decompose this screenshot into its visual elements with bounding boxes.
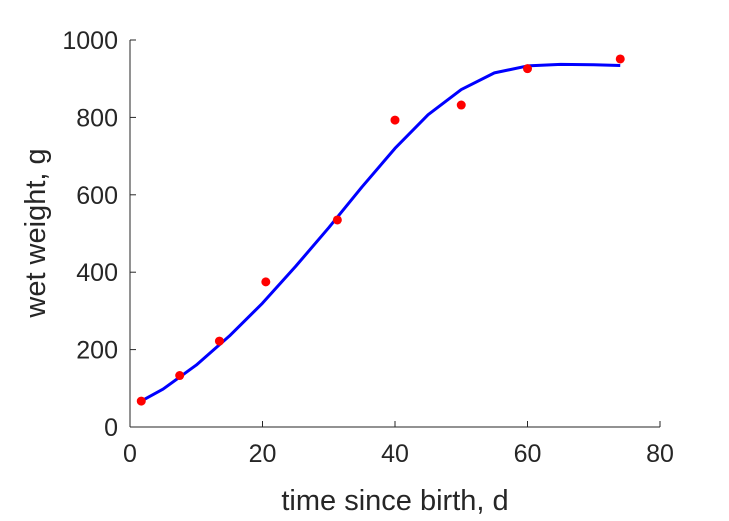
data-point [456, 100, 466, 110]
y-tick-label: 1000 [62, 27, 118, 55]
x-tick-label: 0 [123, 440, 137, 468]
axes [129, 40, 660, 428]
x-tick-label: 40 [381, 440, 409, 468]
data-point [615, 54, 625, 64]
data-point [523, 64, 532, 74]
y-tick-label: 0 [104, 414, 118, 442]
y-tick-label: 800 [76, 104, 118, 132]
y-axis-label: wet weight, g [20, 148, 52, 318]
data-point [175, 371, 185, 381]
x-axis-label: time since birth, d [281, 485, 508, 517]
data-point [214, 336, 224, 346]
fit-curve [140, 62, 621, 403]
x-tick-label: 80 [646, 440, 674, 468]
y-tick-label: 200 [76, 337, 118, 365]
y-tick-label: 400 [76, 259, 118, 287]
y-tick-label: 600 [76, 182, 118, 210]
data-point [390, 115, 400, 125]
data-point [332, 215, 342, 225]
x-tick-label: 60 [514, 440, 542, 468]
data-point [261, 277, 271, 287]
series-layer [136, 54, 625, 406]
data-point [136, 396, 146, 406]
x-tick-label: 20 [249, 440, 277, 468]
